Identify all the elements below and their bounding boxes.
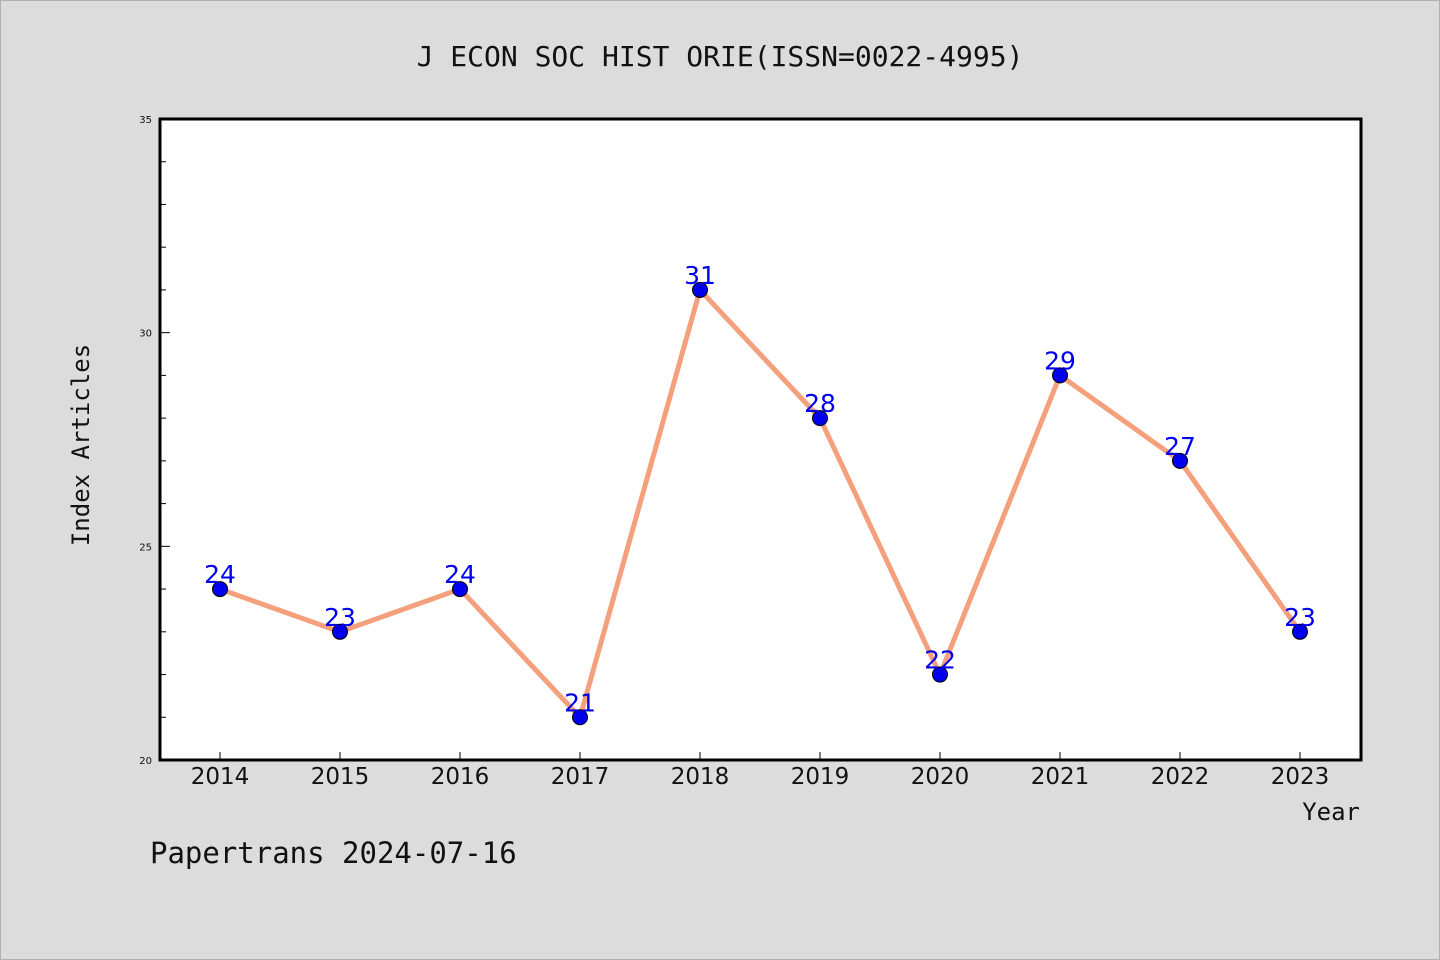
data-point: [692, 281, 708, 298]
plot-area: [158, 117, 1363, 762]
data-label: 22: [924, 646, 956, 675]
y-axis: 20 25 30 35: [139, 115, 170, 767]
data-label: 29: [1044, 346, 1076, 375]
x-tick-label: 2018: [671, 764, 730, 790]
data-label: 23: [1284, 603, 1316, 632]
data-label: 28: [804, 389, 836, 418]
footer-credit: Papertrans 2024-07-16: [150, 836, 517, 870]
x-axis-label: Year: [1302, 798, 1360, 826]
data-labels: 24 23 24 21 31 28 22 29 27 23: [204, 261, 1316, 717]
data-point: [572, 709, 588, 726]
x-tick-label: 2014: [191, 764, 250, 790]
x-tick-label: 2023: [1271, 764, 1330, 790]
data-label: 27: [1164, 432, 1196, 461]
data-point: [812, 410, 828, 427]
data-point: [332, 623, 348, 640]
x-tick-label: 2015: [311, 764, 370, 790]
x-tick-label: 2022: [1151, 764, 1210, 790]
data-label: 21: [564, 688, 596, 717]
x-tick-label: 2016: [431, 764, 490, 790]
x-tick-label: 2021: [1031, 764, 1090, 790]
data-label: 31: [684, 261, 716, 290]
series-line: [217, 287, 1303, 720]
y-tick-label: 20: [139, 756, 152, 767]
x-tick-label: 2017: [551, 764, 610, 790]
data-point: [1172, 452, 1188, 469]
data-label: 24: [444, 560, 476, 589]
data-point: [1052, 367, 1068, 384]
series-layer: [212, 281, 1308, 726]
y-tick-label: 35: [139, 115, 152, 126]
data-label: 24: [204, 560, 236, 589]
data-label: 23: [324, 603, 356, 632]
y-axis-label: Index Articles: [67, 344, 95, 546]
data-point: [1292, 623, 1308, 640]
chart-title: J ECON SOC HIST ORIE(ISSN=0022-4995): [417, 40, 1024, 73]
data-point: [452, 581, 468, 598]
data-point: [212, 581, 228, 598]
data-point: [932, 666, 948, 683]
y-tick-label: 30: [139, 329, 152, 340]
x-tick-label: 2019: [791, 764, 850, 790]
x-tick-label: 2020: [911, 764, 970, 790]
x-axis: 2014 2015 2016 2017 2018 2019 2020 2021 2022 2023: [191, 752, 1330, 790]
y-tick-label: 25: [139, 542, 152, 553]
